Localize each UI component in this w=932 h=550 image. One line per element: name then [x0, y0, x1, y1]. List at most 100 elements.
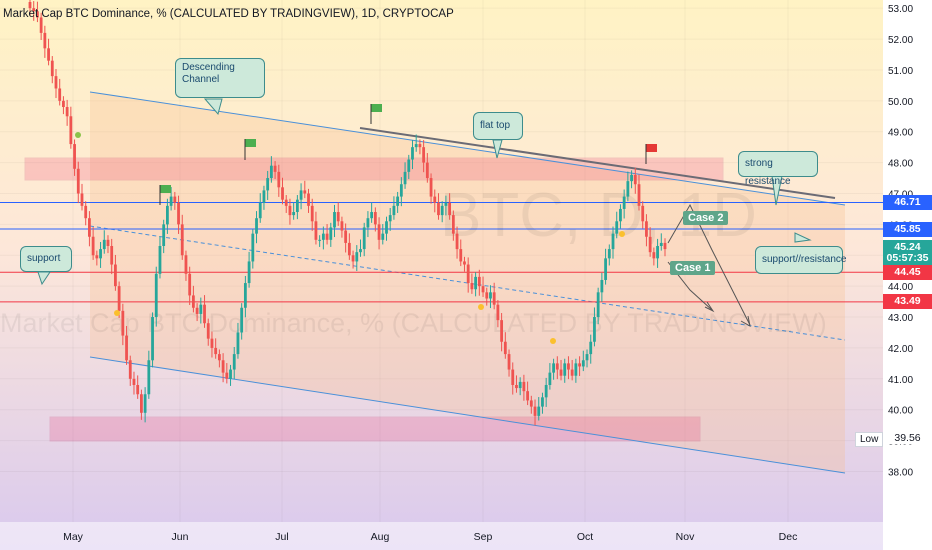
candle-body [307, 193, 310, 206]
price-tag: 45.85 [883, 221, 932, 237]
candle-body [466, 264, 470, 284]
y-tick-label: 48.00 [888, 159, 913, 170]
x-tick-label: Aug [371, 531, 390, 543]
candle-body [210, 338, 214, 348]
candle-body [370, 212, 374, 219]
y-tick-label: 43.00 [888, 313, 913, 324]
candle-body [607, 249, 611, 259]
candle-body [102, 239, 106, 250]
candle-body [448, 202, 452, 216]
descending-channel-callout[interactable]: Descending Channel [175, 58, 265, 98]
horizontal-levels [0, 201, 883, 303]
marker-dot [550, 338, 556, 344]
candle-body [418, 144, 422, 148]
candle-body [333, 212, 336, 228]
case2-label[interactable]: Case 2 [683, 211, 729, 225]
candle-body [403, 171, 407, 185]
candle-body [633, 174, 637, 185]
candle-body [474, 276, 478, 290]
candle-body [173, 196, 177, 203]
candle-body [50, 60, 54, 77]
case1-arrowhead [704, 301, 715, 313]
flag-green [245, 139, 256, 147]
candle-body [217, 354, 221, 361]
candle-body [73, 144, 76, 169]
candle-body [221, 360, 225, 373]
candle-body [240, 307, 244, 333]
candle-body [180, 224, 184, 256]
candle-body [266, 178, 270, 191]
candle-body [414, 144, 418, 148]
candle-body [425, 162, 429, 179]
price-tag: 05:57:35 [883, 251, 932, 267]
support-resistance-callout[interactable]: support//resistance [755, 246, 847, 274]
candle-body [43, 32, 47, 49]
candle-body [444, 202, 448, 206]
candle-body [362, 227, 366, 250]
case2-arrow [667, 203, 751, 326]
candle-body [329, 227, 333, 240]
low-value: 39.56 [883, 432, 932, 444]
candle-body [140, 394, 143, 413]
candle-body [158, 246, 162, 274]
candle-body [533, 406, 537, 416]
candle-body [273, 165, 277, 172]
candle-body [325, 233, 329, 240]
candle-body [114, 264, 117, 287]
candle-body [574, 363, 578, 376]
marker-dot [75, 132, 81, 138]
case1-label[interactable]: Case 1 [670, 261, 716, 275]
x-tick-label: May [63, 531, 84, 543]
flat-top-callout[interactable]: flat top [473, 112, 523, 140]
candle-body [62, 100, 65, 108]
candle-body [359, 249, 362, 253]
channel-lower-line [89, 356, 846, 474]
chart-title: Market Cap BTC Dominance, % (CALCULATED … [3, 8, 454, 20]
candle-body [151, 317, 154, 361]
candle-body [28, 2, 32, 9]
y-tick-label: 53.00 [888, 4, 913, 15]
candle-body [411, 147, 414, 160]
candle-body [485, 292, 489, 299]
candle-body [567, 363, 570, 370]
strong-resistance-callout[interactable]: strong resistance [738, 151, 818, 187]
candle-body [336, 212, 340, 222]
candle-body [652, 252, 656, 259]
case2-arrowhead [740, 315, 751, 327]
candle-body [529, 400, 533, 407]
candle-body [347, 242, 351, 256]
candle-body [489, 292, 492, 299]
candle-body [340, 221, 344, 231]
candle-body [136, 384, 140, 395]
price-tag: 46.71 [883, 194, 932, 210]
candle-body [36, 11, 39, 18]
candle-body [195, 307, 199, 314]
flag-red [646, 144, 657, 152]
candle-body [496, 304, 500, 321]
marker-dot [478, 304, 484, 310]
candle-body [578, 363, 581, 367]
candle-body [433, 196, 437, 203]
candle-body [593, 317, 596, 342]
support-callout[interactable]: support [20, 246, 72, 272]
candle-body [65, 107, 69, 117]
candle-body [440, 205, 444, 216]
candle-body [203, 304, 206, 324]
candle-body [585, 354, 589, 361]
candle-body [251, 233, 255, 262]
candle-body [559, 369, 563, 376]
candle-body [552, 363, 555, 373]
x-tick-label: Jul [275, 531, 288, 543]
markers [75, 132, 625, 344]
candle-body [388, 215, 392, 222]
candle-body [32, 8, 36, 12]
candle-body [500, 320, 504, 342]
candle-body [637, 184, 641, 206]
candle-body [422, 147, 426, 163]
candle-body [463, 261, 466, 265]
y-tick-label: 42.00 [888, 344, 913, 355]
candle-body [255, 218, 258, 234]
candle-body [518, 381, 522, 389]
